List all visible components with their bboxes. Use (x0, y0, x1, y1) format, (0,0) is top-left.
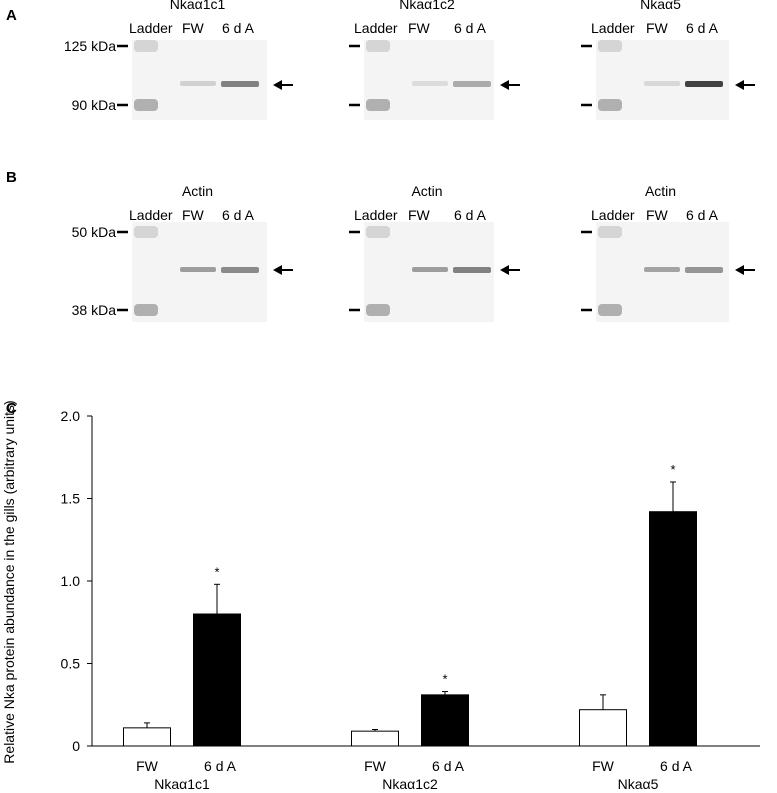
bar-label: 6 d A (432, 758, 465, 774)
blot-title: Actin (411, 183, 442, 199)
lane-label-fw: FW (646, 207, 669, 223)
bar-6da-1 (421, 694, 469, 747)
lane-label-ladder: Ladder (354, 207, 398, 223)
significance-marker: * (442, 672, 447, 687)
lane-label-ladder: Ladder (591, 20, 635, 36)
blot-title: Nkaα1c1 (170, 0, 226, 12)
blot-title: Nkaα5 (640, 0, 681, 12)
lane-label-6da: 6 d A (222, 20, 255, 36)
lane-label-ladder: Ladder (354, 20, 398, 36)
arrow-head-icon (273, 80, 282, 90)
bar-label: 6 d A (204, 758, 237, 774)
band-6da (453, 81, 491, 87)
bar-fw-1 (351, 730, 399, 747)
group-label: Nkaα1c1 (154, 776, 210, 792)
arrow-head-icon (500, 80, 509, 90)
panel-label-a: A (6, 7, 17, 24)
marker-label-125: 125 kDa (64, 38, 116, 54)
ladder-band (134, 226, 158, 238)
significance-marker: * (214, 564, 219, 579)
bar-6da-0 (193, 613, 241, 747)
y-tick-label: 2.0 (61, 408, 81, 424)
ladder-band (598, 99, 622, 111)
bar-6da-2 (649, 511, 697, 747)
y-tick-label: 1.0 (61, 573, 81, 589)
bar-chart: Relative Nka protein abundance in the gi… (1, 400, 760, 792)
bar-fw-2 (579, 709, 627, 747)
ladder-band (134, 99, 158, 111)
bar-fw-0 (123, 727, 171, 747)
blot-0: Actin Ladder FW 6 d A (117, 183, 293, 322)
ladder-band (598, 40, 622, 52)
marker-label-50: 50 kDa (72, 224, 117, 240)
significance-marker: * (670, 462, 675, 477)
band-6da (221, 81, 259, 87)
arrow-head-icon (273, 265, 282, 275)
y-tick-label: 0 (72, 738, 80, 754)
band-6da (685, 81, 723, 87)
y-tick-label: 1.5 (61, 491, 81, 507)
marker-label-38: 38 kDa (72, 302, 117, 318)
ladder-band (134, 40, 158, 52)
lane-label-fw: FW (182, 207, 205, 223)
panel-label-c: C (6, 400, 17, 417)
lane-label-6da: 6 d A (686, 20, 719, 36)
arrow-head-icon (500, 265, 509, 275)
lane-label-ladder: Ladder (129, 20, 173, 36)
bar-label: FW (364, 758, 387, 774)
arrow-head-icon (735, 265, 744, 275)
blot-2: Actin Ladder FW 6 d A (581, 183, 755, 322)
lane-label-ladder: Ladder (591, 207, 635, 223)
lane-label-fw: FW (646, 20, 669, 36)
blot-title: Nkaα1c2 (399, 0, 455, 12)
lane-label-6da: 6 d A (686, 207, 719, 223)
group-label: Nkaα5 (618, 776, 659, 792)
lane-label-ladder: Ladder (129, 207, 173, 223)
ladder-band (598, 304, 622, 316)
y-axis-label: Relative Nka protein abundance in the gi… (1, 400, 17, 763)
band-6da (685, 267, 723, 273)
blot-title: Actin (182, 183, 213, 199)
band-fw (180, 267, 216, 272)
lane-label-6da: 6 d A (222, 207, 255, 223)
lane-label-fw: FW (408, 20, 431, 36)
bar-label: 6 d A (660, 758, 693, 774)
blot-0: Nkaα1c1 Ladder FW 6 d A (117, 0, 293, 120)
bar-label: FW (136, 758, 159, 774)
ladder-band (598, 226, 622, 238)
band-6da (453, 267, 491, 273)
arrow-head-icon (735, 80, 744, 90)
band-fw (644, 81, 680, 86)
marker-label-90: 90 kDa (72, 97, 117, 113)
band-fw (412, 81, 448, 86)
band-fw (180, 81, 216, 86)
ladder-band (366, 304, 390, 316)
lane-label-6da: 6 d A (454, 20, 487, 36)
blot-title: Actin (645, 183, 676, 199)
lane-label-fw: FW (182, 20, 205, 36)
band-fw (412, 267, 448, 272)
ladder-band (366, 99, 390, 111)
panel-label-b: B (6, 169, 17, 186)
y-tick-label: 0.5 (61, 656, 81, 672)
ladder-band (134, 304, 158, 316)
lane-label-fw: FW (408, 207, 431, 223)
ladder-band (366, 226, 390, 238)
bar-label: FW (592, 758, 615, 774)
blot-1: Actin Ladder FW 6 d A (349, 183, 520, 322)
band-6da (221, 267, 259, 273)
ladder-band (366, 40, 390, 52)
band-fw (644, 267, 680, 272)
lane-label-6da: 6 d A (454, 207, 487, 223)
group-label: Nkaα1c2 (382, 776, 438, 792)
blot-2: Nkaα5 Ladder FW 6 d A (581, 0, 755, 120)
